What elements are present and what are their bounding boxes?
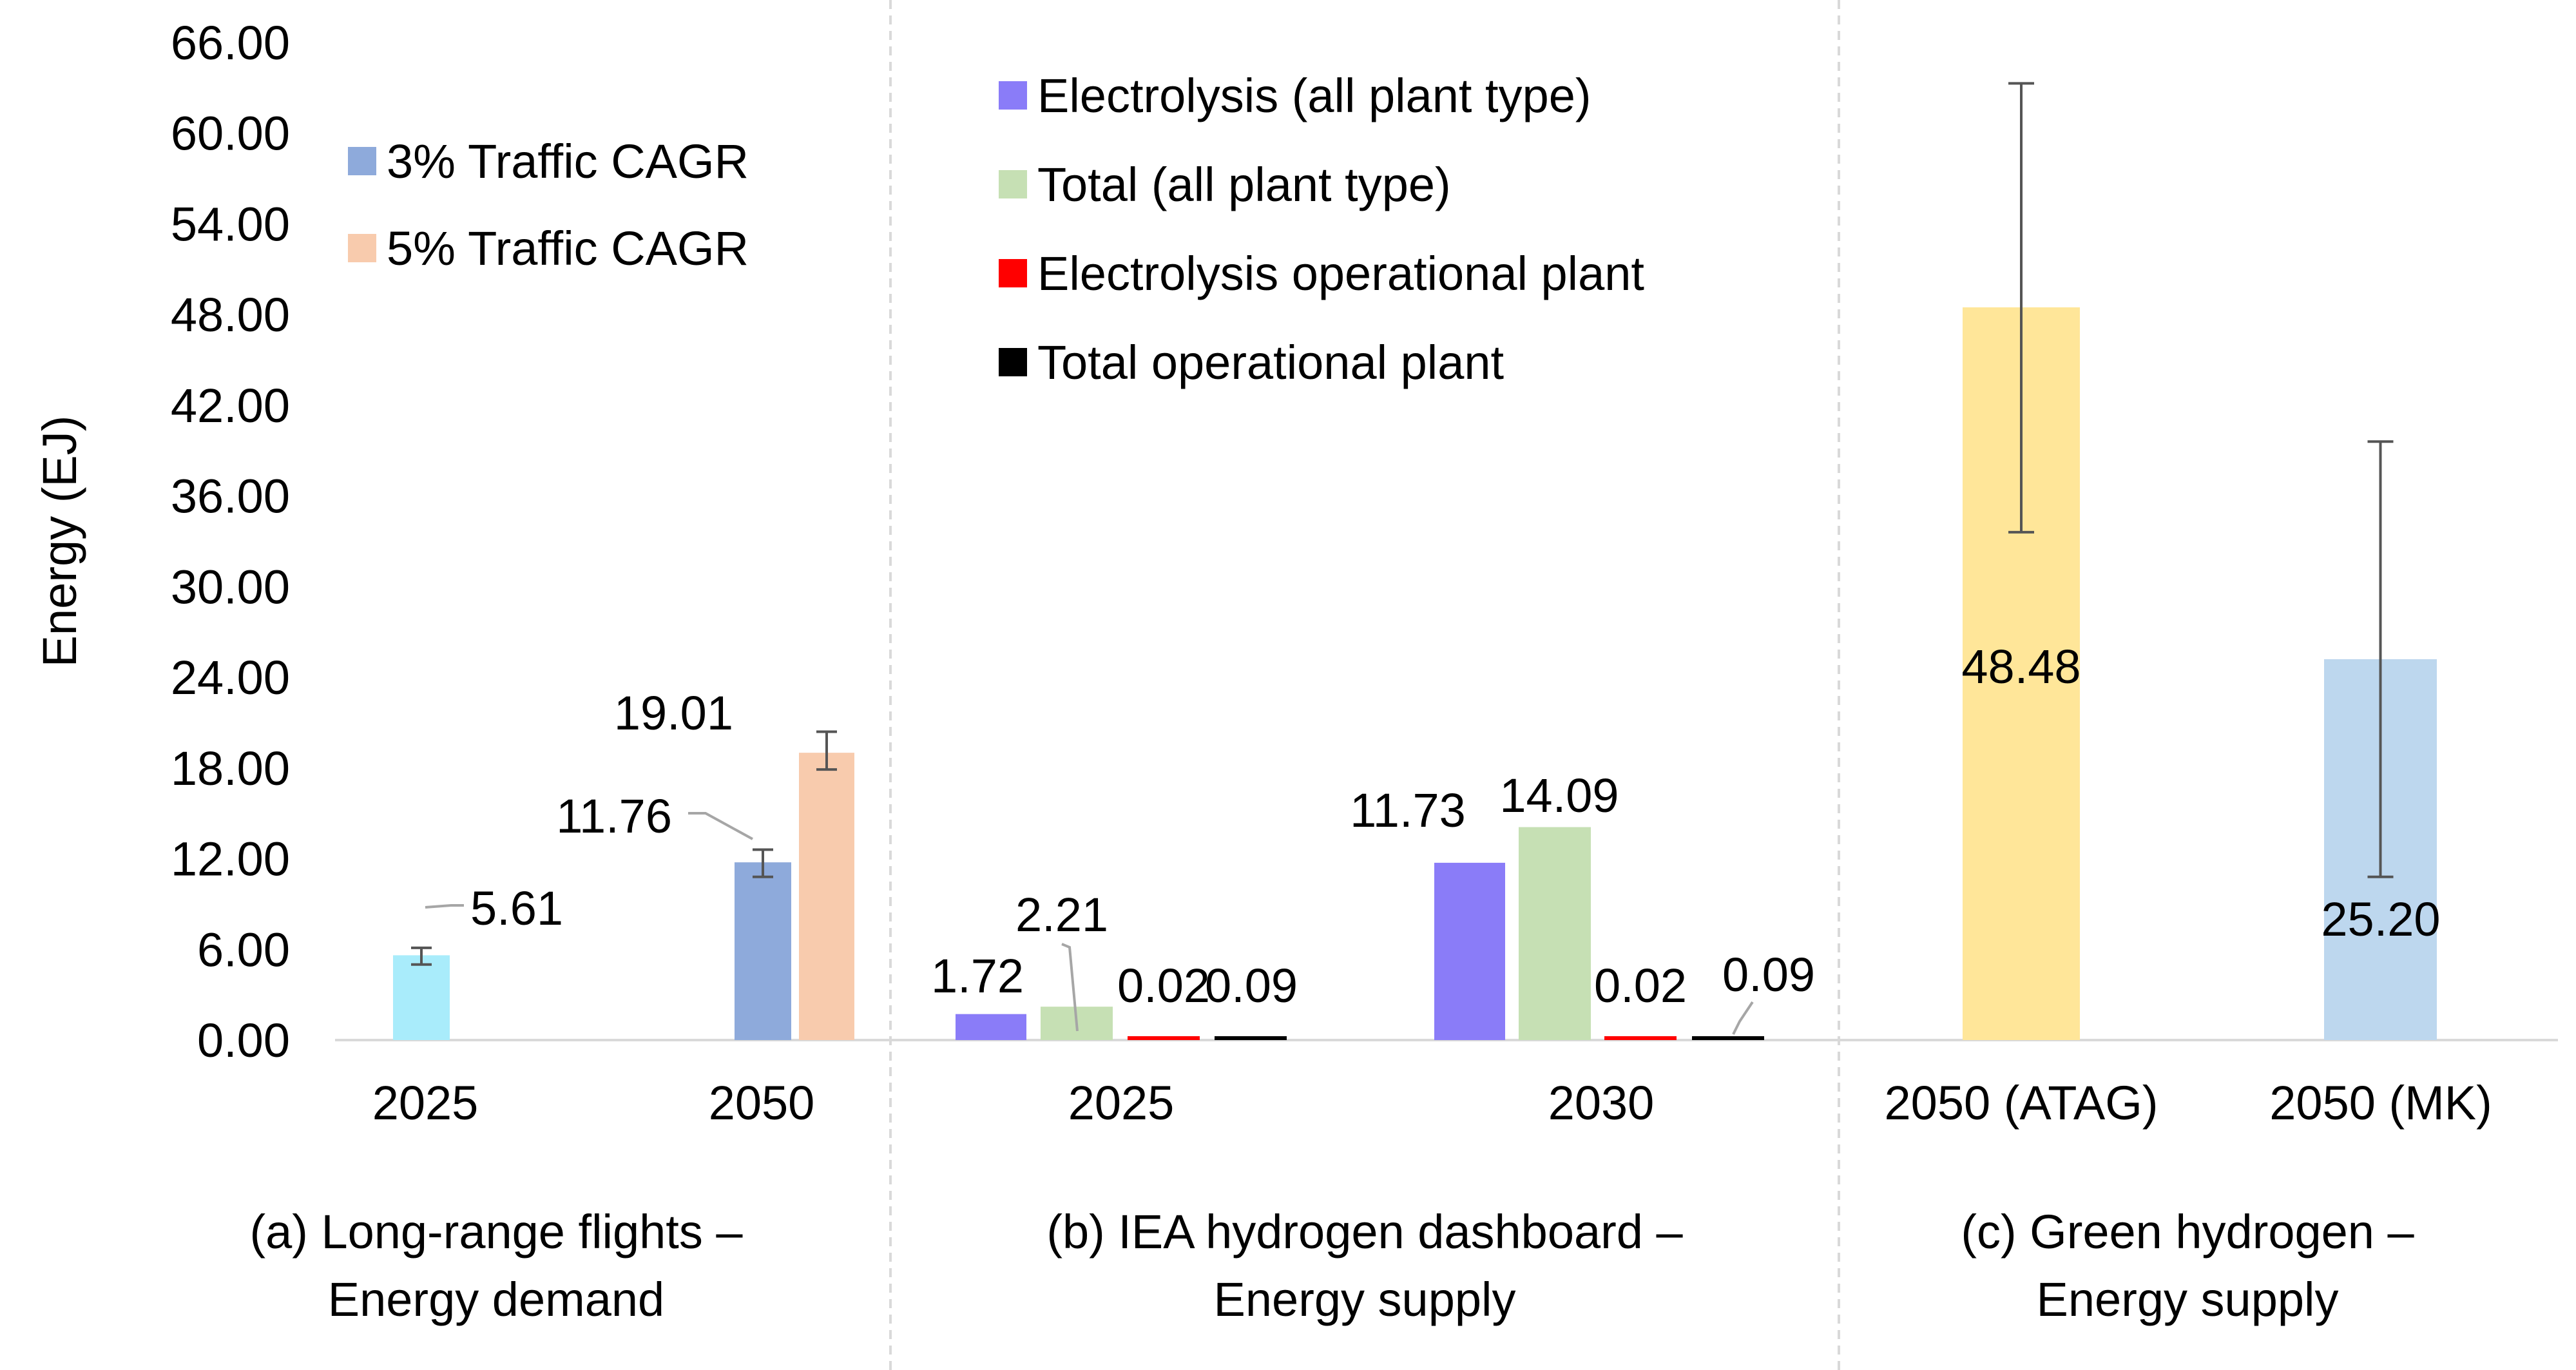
data-label: 0.02	[1594, 959, 1687, 1012]
bar-b-total-operational-plant-2030	[1692, 1036, 1764, 1040]
data-label: 0.02	[1117, 959, 1210, 1012]
bar-b-electrolysis-all-plant-type--2025	[956, 1014, 1026, 1040]
y-tick-label: 42.00	[171, 379, 290, 432]
data-label: 1.72	[931, 949, 1024, 1003]
y-tick-label: 48.00	[171, 288, 290, 342]
bar-b-electrolysis-operational-plant-2030	[1604, 1036, 1677, 1040]
data-label: 19.01	[614, 686, 733, 740]
legend-swatch	[999, 81, 1027, 110]
y-tick-label: 54.00	[171, 197, 290, 251]
y-tick-label: 18.00	[171, 742, 290, 795]
legend-swatch	[999, 348, 1027, 376]
panel-subcaption-c: Energy supply	[2037, 1273, 2339, 1326]
label-leader-line	[1732, 1001, 1754, 1035]
x-category-label: 2030	[1548, 1076, 1655, 1130]
label-leader-line	[688, 812, 753, 840]
legend-swatch	[348, 147, 376, 175]
x-category-label: 2025	[372, 1076, 479, 1130]
y-axis-label: Energy (EJ)	[33, 416, 86, 668]
y-tick-label: 24.00	[171, 651, 290, 704]
legend-swatch	[999, 259, 1027, 287]
data-label: 0.09	[1205, 959, 1298, 1012]
data-label: 25.20	[2321, 892, 2440, 946]
y-tick-label: 60.00	[171, 107, 290, 160]
bar-a-3-traffic-cagr-2050	[735, 862, 791, 1040]
legend-entry: Total operational plant	[1037, 336, 1504, 389]
data-label: 0.09	[1722, 948, 1815, 1001]
label-leader-line	[1061, 943, 1079, 1032]
legend-entry: Electrolysis (all plant type)	[1037, 69, 1591, 122]
legend-entry: Electrolysis operational plant	[1037, 247, 1644, 300]
panel-subcaption-b: Energy supply	[1214, 1273, 1516, 1326]
y-tick-label: 66.00	[171, 16, 290, 70]
data-label: 11.76	[556, 789, 672, 843]
legend-entry: 3% Traffic CAGR	[387, 135, 749, 188]
legend-entry: 5% Traffic CAGR	[387, 222, 749, 275]
x-category-label: 2050 (MK)	[2269, 1076, 2492, 1130]
panel-caption-b: (b) IEA hydrogen dashboard –	[1046, 1205, 1683, 1259]
legend-entry: Total (all plant type)	[1037, 158, 1451, 211]
y-tick-label: 0.00	[197, 1014, 290, 1067]
panel-caption-c: (c) Green hydrogen –	[1961, 1205, 2414, 1259]
panel-subcaption-a: Energy demand	[328, 1273, 664, 1326]
data-label: 2.21	[1015, 888, 1108, 941]
y-tick-label: 6.00	[197, 923, 290, 976]
y-tick-label: 30.00	[171, 560, 290, 613]
x-category-label: 2050	[709, 1076, 815, 1130]
legend-swatch	[348, 234, 376, 262]
data-label: 11.73	[1350, 784, 1466, 837]
x-category-label: 2025	[1068, 1076, 1175, 1130]
label-leader-line	[425, 904, 464, 909]
y-tick-label: 12.00	[171, 833, 290, 886]
data-label: 14.09	[1499, 769, 1619, 822]
bar-a-5-traffic-cagr-2050	[799, 753, 854, 1040]
data-label: 5.61	[470, 882, 563, 935]
bar-b-electrolysis-all-plant-type--2030	[1434, 862, 1505, 1040]
legend-swatch	[999, 170, 1027, 198]
panel-caption-a: (a) Long-range flights –	[249, 1205, 743, 1259]
y-tick-label: 36.00	[171, 470, 290, 523]
bar-a-baseline-2025	[393, 955, 450, 1040]
bar-b-electrolysis-operational-plant-2025	[1128, 1036, 1200, 1040]
bar-b-total-operational-plant-2025	[1215, 1036, 1287, 1040]
bar-b-total-all-plant-type--2030	[1519, 827, 1591, 1040]
data-label: 48.48	[1961, 640, 2081, 693]
x-category-label: 2050 (ATAG)	[1885, 1076, 2158, 1130]
